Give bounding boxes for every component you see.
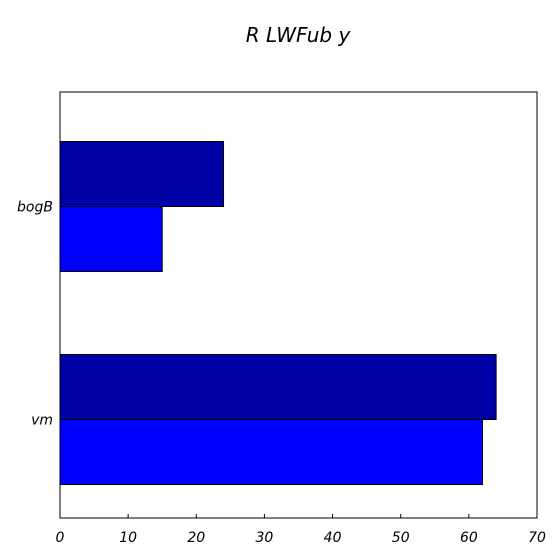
x-tick-label: 10 [119, 530, 137, 546]
x-tick-label: 60 [460, 530, 478, 546]
x-tick-label: 70 [528, 530, 546, 546]
x-axis-ticks: 0 10 20 30 40 50 60 70 [56, 514, 546, 546]
x-tick-label: 20 [187, 530, 205, 546]
bars-group [59, 141, 497, 485]
bar-vm-series-1 [59, 419, 483, 485]
bar-bogB-series-1 [59, 206, 163, 272]
chart-title: R LWFub y [246, 23, 352, 47]
x-tick-label: 30 [256, 530, 274, 546]
x-tick-label: 0 [56, 530, 65, 546]
bar-bogB-series-2 [59, 141, 225, 207]
x-tick-label: 50 [392, 530, 410, 546]
plot-area-frame [59, 91, 538, 519]
y-axis-ticks: vm bogB [17, 200, 64, 429]
y-tick-label: bogB [17, 200, 53, 216]
x-tick-label: 40 [324, 530, 342, 546]
bar-vm-series-2 [59, 354, 497, 420]
y-tick-label: vm [31, 413, 53, 429]
